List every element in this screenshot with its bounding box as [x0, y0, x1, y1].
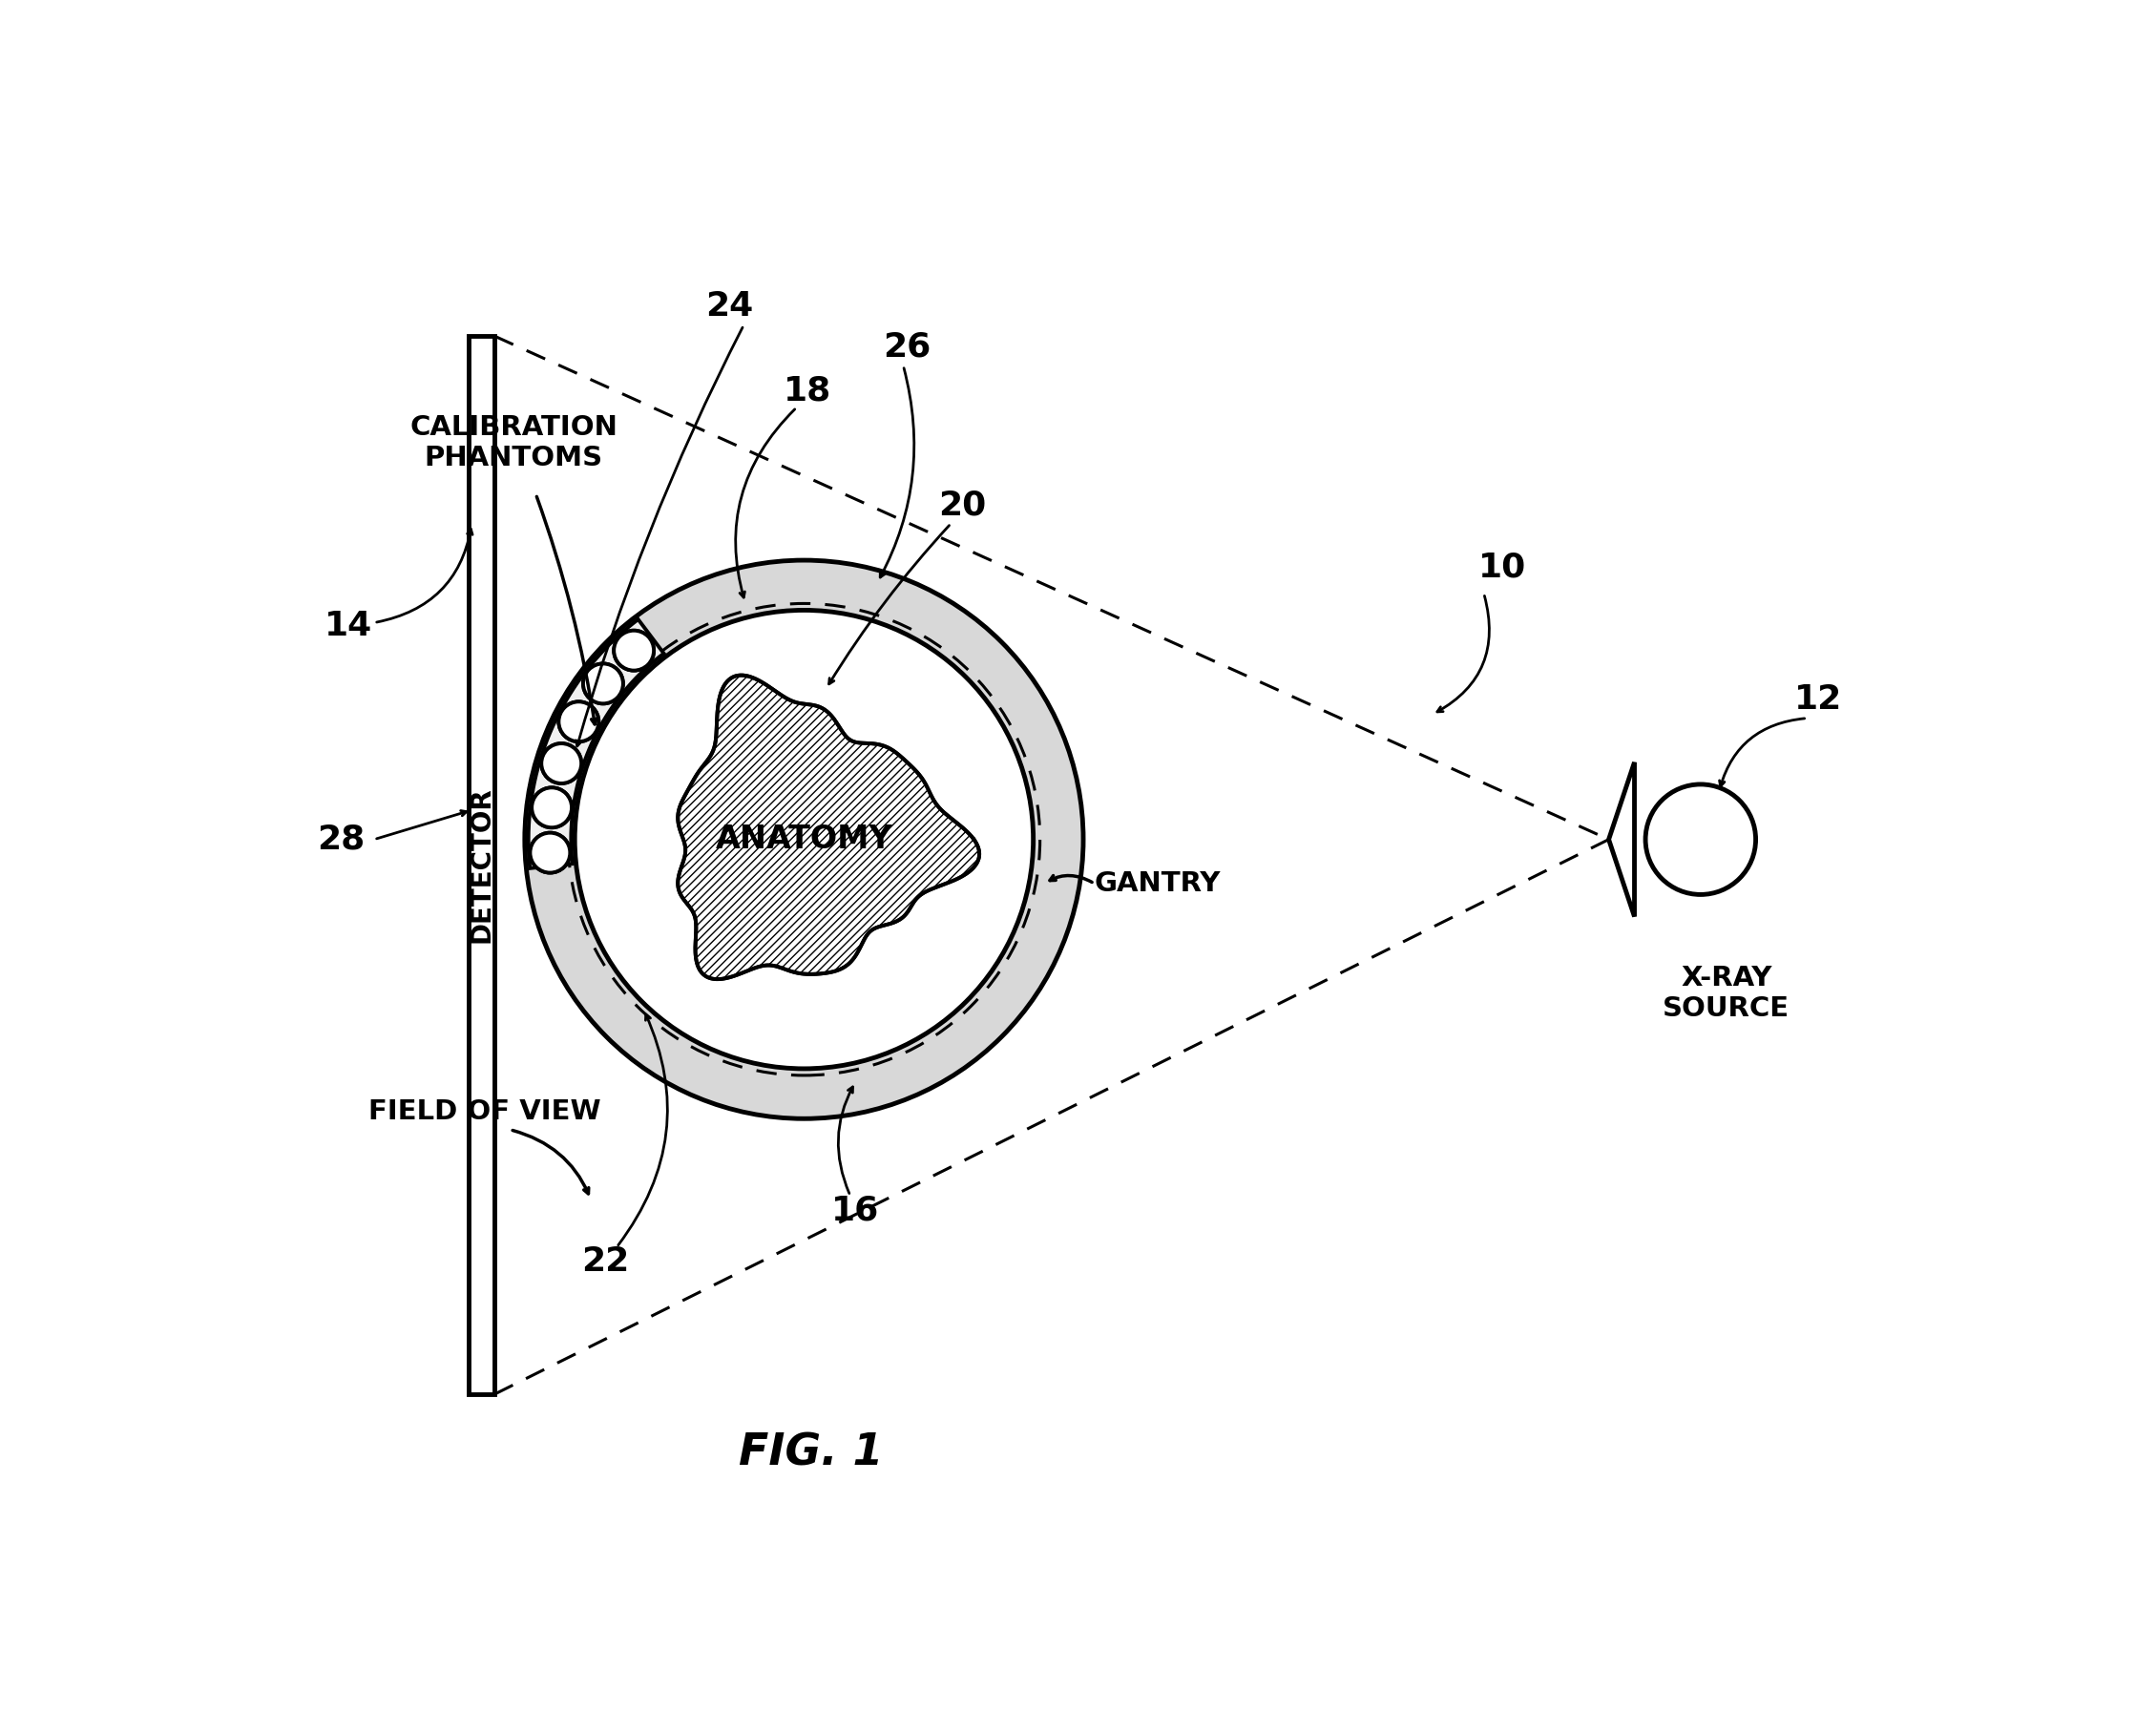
Text: 24: 24 — [705, 291, 752, 323]
Text: GANTRY: GANTRY — [1095, 871, 1220, 897]
Circle shape — [576, 611, 1033, 1069]
Text: 10: 10 — [1479, 551, 1526, 583]
Polygon shape — [1608, 763, 1634, 917]
Text: 28: 28 — [317, 823, 364, 856]
Text: FIG. 1: FIG. 1 — [740, 1432, 884, 1475]
Circle shape — [533, 787, 571, 828]
Circle shape — [541, 743, 582, 784]
Polygon shape — [528, 619, 664, 867]
Text: 26: 26 — [884, 330, 931, 363]
Circle shape — [614, 631, 653, 671]
Text: CALIBRATION
PHANTOMS: CALIBRATION PHANTOMS — [410, 414, 619, 472]
Circle shape — [558, 702, 599, 741]
Circle shape — [530, 833, 569, 873]
Circle shape — [530, 833, 569, 873]
Text: 14: 14 — [323, 611, 373, 643]
Circle shape — [524, 559, 1082, 1119]
Text: X-RAY
SOURCE: X-RAY SOURCE — [1662, 965, 1789, 1021]
Circle shape — [533, 787, 571, 828]
Circle shape — [582, 664, 623, 703]
Text: FIELD OF VIEW: FIELD OF VIEW — [369, 1098, 602, 1124]
Text: 16: 16 — [832, 1194, 880, 1227]
Text: 12: 12 — [1794, 684, 1841, 715]
Bar — [468, 335, 494, 1394]
Text: 20: 20 — [938, 489, 985, 522]
Circle shape — [614, 631, 653, 671]
Text: 18: 18 — [785, 375, 832, 407]
Circle shape — [558, 702, 599, 741]
Circle shape — [541, 743, 582, 784]
Circle shape — [1645, 784, 1755, 895]
Text: DETECTOR: DETECTOR — [468, 787, 494, 943]
Text: 22: 22 — [582, 1246, 630, 1278]
Polygon shape — [677, 676, 979, 979]
Circle shape — [582, 664, 623, 703]
Text: ANATOMY: ANATOMY — [716, 823, 893, 856]
